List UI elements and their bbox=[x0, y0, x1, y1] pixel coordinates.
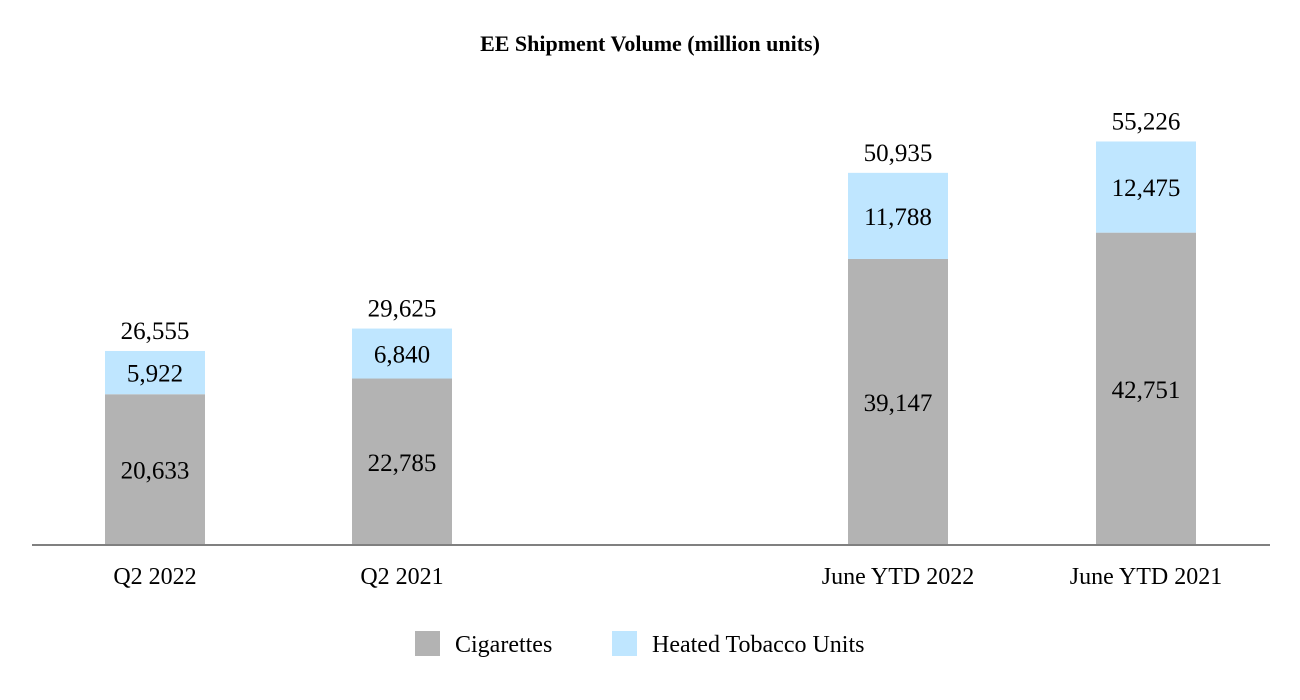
value-label-heated-tobacco-units-june-ytd-2021: 12,475 bbox=[1112, 175, 1181, 202]
x-tick-label-june-ytd-2022: June YTD 2022 bbox=[822, 564, 974, 590]
bar-cigarettes-june-ytd-2021 bbox=[1096, 232, 1196, 545]
x-tick-label-june-ytd-2021: June YTD 2021 bbox=[1070, 564, 1222, 590]
value-label-cigarettes-june-ytd-2021: 42,751 bbox=[1112, 377, 1181, 404]
bar-heated-tobacco-units-june-ytd-2022 bbox=[848, 172, 948, 259]
bar-cigarettes-q2-2021 bbox=[352, 378, 452, 545]
x-tick-label-q2-2022: Q2 2022 bbox=[113, 564, 196, 590]
total-label-june-ytd-2021: 55,226 bbox=[1112, 108, 1181, 135]
value-label-cigarettes-q2-2022: 20,633 bbox=[121, 458, 190, 485]
total-label-q2-2021: 29,625 bbox=[368, 296, 437, 323]
value-label-cigarettes-june-ytd-2022: 39,147 bbox=[864, 390, 933, 417]
legend-label-cigarettes: Cigarettes bbox=[455, 632, 552, 658]
total-label-q2-2022: 26,555 bbox=[121, 318, 190, 345]
total-label-june-ytd-2022: 50,935 bbox=[864, 140, 933, 167]
x-tick-label-q2-2021: Q2 2021 bbox=[360, 564, 443, 590]
labels-layer: 20,633 5,922 26,555 22,785 6,840 29,625 39,147… bbox=[121, 108, 1181, 484]
value-label-heated-tobacco-units-q2-2022: 5,922 bbox=[127, 361, 183, 388]
value-label-cigarettes-q2-2021: 22,785 bbox=[368, 450, 437, 477]
value-label-heated-tobacco-units-q2-2021: 6,840 bbox=[374, 342, 430, 369]
bar-heated-tobacco-units-q2-2021 bbox=[352, 328, 452, 379]
bar-heated-tobacco-units-june-ytd-2021 bbox=[1096, 141, 1196, 233]
legend-label-heated-tobacco-units: Heated Tobacco Units bbox=[652, 632, 864, 658]
bar-heated-tobacco-units-q2-2022 bbox=[105, 350, 205, 395]
value-label-heated-tobacco-units-june-ytd-2022: 11,788 bbox=[864, 204, 932, 231]
bar-cigarettes-june-ytd-2022 bbox=[848, 258, 948, 545]
bar-cigarettes-q2-2022 bbox=[105, 394, 205, 545]
legend-swatch-cigarettes bbox=[415, 631, 440, 656]
bars-layer bbox=[105, 141, 1196, 545]
legend: Cigarettes Heated Tobacco Units bbox=[415, 631, 864, 658]
x-axis-ticks: Q2 2022 Q2 2021 June YTD 2022 June YTD 2021 bbox=[113, 564, 1222, 590]
legend-swatch-heated-tobacco-units bbox=[612, 631, 637, 656]
chart-title: EE Shipment Volume (million units) bbox=[480, 31, 820, 56]
